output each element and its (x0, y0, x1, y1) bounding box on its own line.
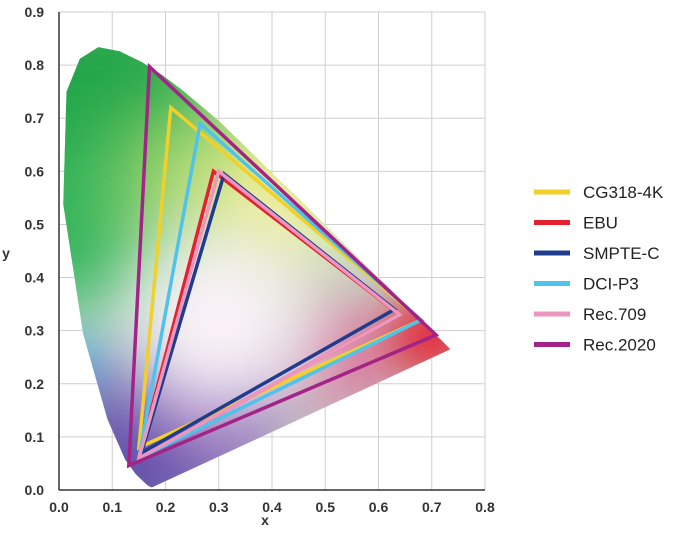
y-tick-label: 0.4 (25, 270, 45, 286)
gamut-dci-p3 (136, 120, 425, 462)
tick-labels: 0.0 0.1 0.2 0.3 0.4 0.5 0.6 0.7 0.8 0.0 0.1 0.2 0.3 0… (25, 4, 495, 515)
legend-label: DCI-P3 (583, 275, 639, 294)
x-tick-label: 0.6 (369, 499, 389, 515)
y-tick-label: 0.7 (25, 110, 45, 126)
y-tick-label: 0.5 (25, 216, 45, 232)
legend-label: SMPTE-C (583, 244, 660, 263)
gamut-triangles (126, 62, 440, 469)
gamut-rec-2020 (126, 62, 440, 469)
x-axis-label: x (261, 512, 269, 528)
legend-label: CG318-4K (583, 183, 664, 202)
plot-frame (58, 12, 485, 491)
y-tick-label: 0.9 (25, 4, 45, 20)
y-axis-label: y (2, 245, 10, 261)
x-tick-label: 0.4 (262, 499, 282, 515)
x-tick-label: 0.2 (156, 499, 176, 515)
y-tick-label: 0.2 (25, 376, 45, 392)
legend: CG318-4K EBU SMPTE-C DCI-P3 Rec.709 Rec.2020 (534, 183, 664, 355)
y-tick-label: 0.8 (25, 57, 45, 73)
legend-label: Rec.2020 (583, 336, 656, 355)
x-tick-label: 0.0 (49, 499, 69, 515)
gamut-rec-709 (136, 168, 403, 462)
x-tick-label: 0.7 (422, 499, 442, 515)
x-tick-label: 0.1 (103, 499, 123, 515)
x-tick-label: 0.8 (475, 499, 495, 515)
y-tick-label: 0.3 (25, 323, 45, 339)
x-tick-label: 0.5 (316, 499, 336, 515)
locus-fill (63, 47, 451, 488)
y-tick-label: 0.1 (25, 429, 45, 445)
x-tick-label: 0.3 (209, 499, 229, 515)
y-tick-label: 0.0 (25, 482, 45, 498)
gamut-cg318-4k (136, 104, 425, 451)
legend-label: EBU (583, 214, 618, 233)
spectral-locus (63, 47, 451, 488)
legend-label: Rec.709 (583, 305, 646, 324)
y-tick-label: 0.6 (25, 163, 45, 179)
